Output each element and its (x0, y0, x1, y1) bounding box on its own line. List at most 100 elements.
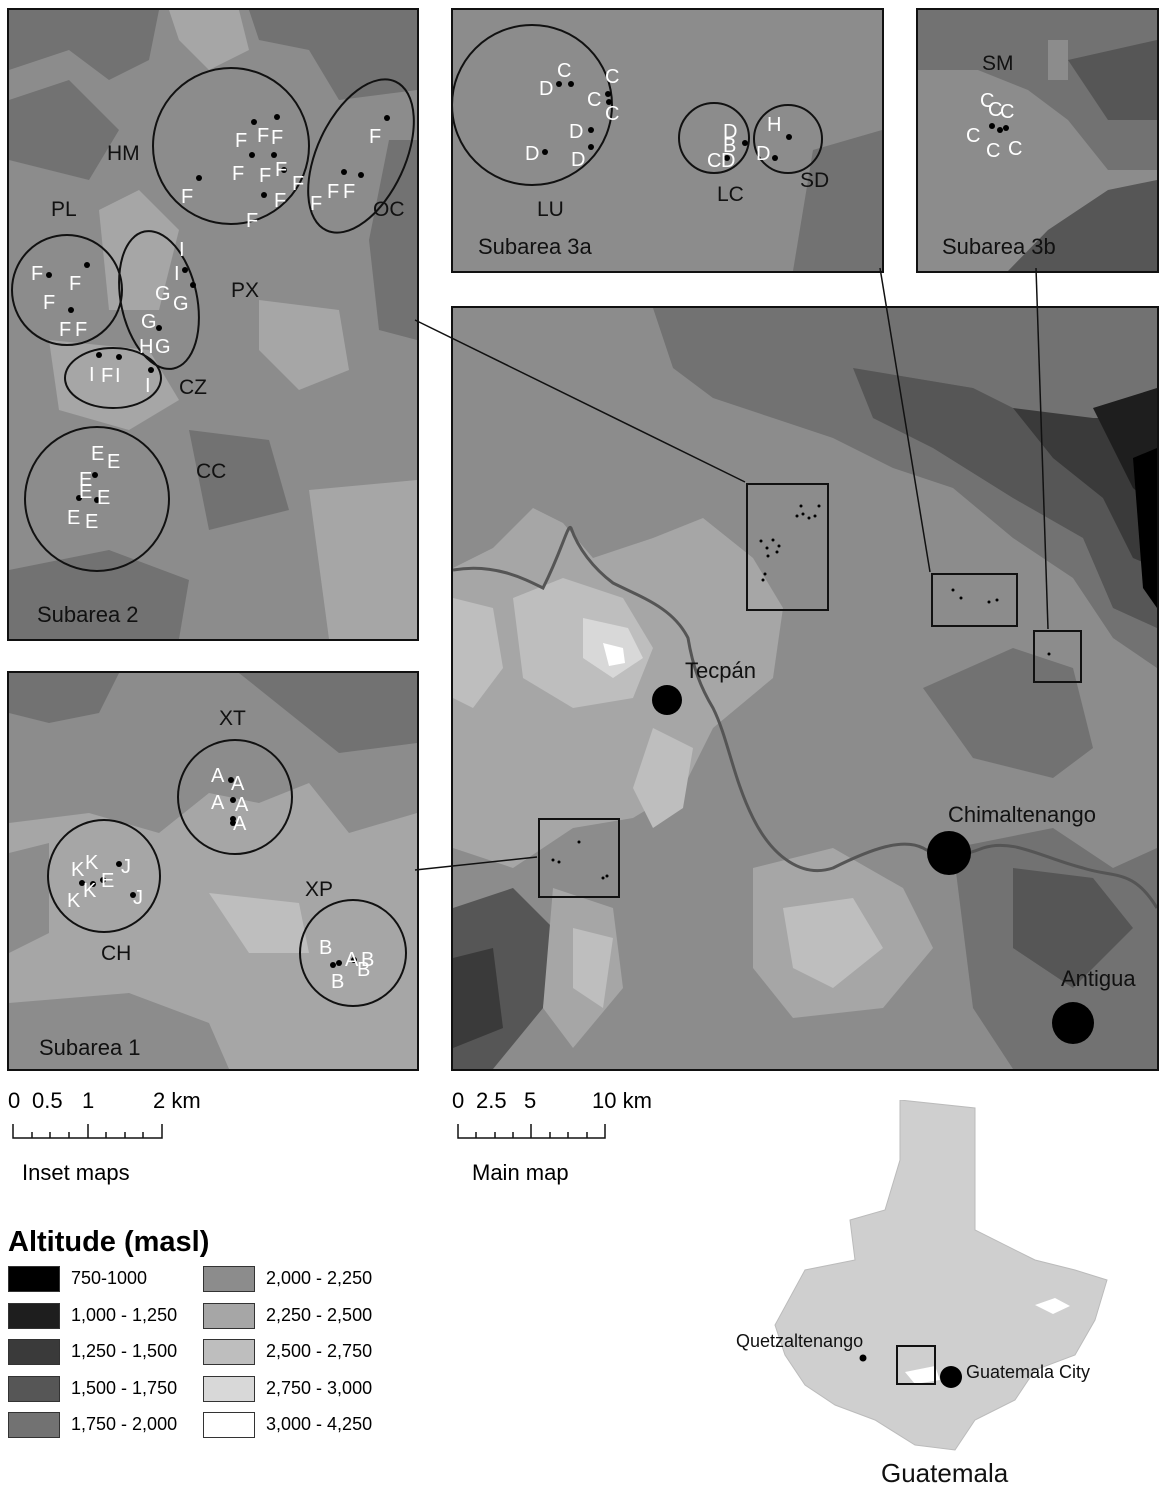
svg-text:C: C (557, 60, 571, 82)
legend-swatch (203, 1375, 255, 1402)
legend-label: 1,500 - 1,750 (71, 1377, 178, 1398)
svg-text:J: J (121, 856, 131, 878)
svg-text:D: D (539, 78, 553, 100)
guatemala-country-map (774, 1100, 1108, 1451)
inset-scale-tick-1: 1 (82, 1088, 95, 1113)
svg-text:I: I (179, 239, 185, 261)
svg-text:F: F (275, 159, 287, 181)
svg-text:F: F (246, 210, 258, 232)
main-scale-tick-0: 0 (452, 1088, 465, 1113)
svg-text:F: F (101, 365, 113, 387)
cluster-label-lu: LU (537, 198, 564, 221)
svg-text:A: A (211, 765, 225, 787)
country-name: Guatemala (881, 1458, 1009, 1488)
inset-scale-tick-0: 0 (8, 1088, 21, 1113)
legend-swatch (8, 1375, 60, 1402)
svg-text:C: C (966, 125, 980, 147)
svg-text:A: A (231, 773, 245, 795)
legend-swatch (8, 1302, 60, 1329)
svg-text:F: F (271, 127, 283, 149)
cluster-label-xt: XT (219, 707, 246, 730)
svg-text:A: A (233, 813, 247, 835)
subarea-3b-title: Subarea 3b (942, 234, 1056, 259)
svg-text:C: C (587, 89, 601, 111)
svg-text:I: I (89, 364, 95, 386)
svg-text:F: F (232, 163, 244, 185)
svg-text:F: F (43, 292, 55, 314)
svg-text:K: K (85, 852, 99, 874)
svg-text:F: F (181, 186, 193, 208)
main-scale-tick-5: 5 (524, 1088, 537, 1113)
svg-text:K: K (67, 890, 81, 912)
legend-title: Altitude (masl) (8, 1226, 210, 1258)
cluster-label-oc: OC (373, 198, 405, 221)
cluster-circle-hm (152, 67, 310, 225)
subarea-2-title: Subarea 2 (37, 602, 139, 627)
svg-text:D: D (723, 121, 737, 143)
city-dot-antigua (1052, 1002, 1094, 1044)
locator-box-subarea-3b (1033, 630, 1082, 683)
study-area-box (896, 1345, 936, 1385)
svg-text:F: F (369, 126, 381, 148)
svg-text:F: F (259, 165, 271, 187)
site-dots (46, 114, 390, 503)
svg-text:G: G (155, 283, 171, 305)
svg-text:F: F (310, 193, 322, 215)
svg-text:D: D (756, 143, 770, 165)
svg-text:D: D (569, 121, 583, 143)
cluster-circle-xp (299, 899, 407, 1007)
subarea-3a-overlay: DC C CCD DD DBC DHD LU LC SD (453, 24, 882, 271)
city-label-chimaltenango: Chimaltenango (948, 802, 1096, 827)
svg-text:A: A (345, 949, 359, 971)
cluster-circle-lc (678, 102, 750, 174)
svg-text:I: I (174, 263, 180, 285)
inset-scale-ruler (12, 1124, 163, 1139)
svg-text:B: B (357, 959, 370, 981)
cluster-label-lc: LC (717, 183, 744, 206)
svg-text:J: J (133, 887, 143, 909)
legend-label: 2,250 - 2,500 (266, 1304, 373, 1325)
cluster-label-px: PX (231, 279, 259, 302)
svg-text:E: E (79, 481, 92, 503)
svg-text:K: K (71, 859, 85, 881)
cluster-circle-ch (47, 819, 161, 933)
svg-text:C: C (605, 66, 619, 88)
svg-text:E: E (97, 487, 110, 509)
svg-text:K: K (83, 880, 97, 902)
svg-text:C: C (988, 99, 1002, 121)
city-label-tecpan: Tecpán (685, 658, 756, 683)
inset-scale-label: Inset maps (22, 1160, 130, 1185)
cluster-label-pl: PL (51, 198, 77, 221)
guatemala-city-dot (940, 1366, 962, 1388)
svg-text:B: B (361, 949, 374, 971)
legend-swatch (203, 1412, 255, 1438)
legend-swatch (203, 1339, 255, 1365)
svg-text:B: B (723, 135, 736, 157)
svg-text:D: D (525, 143, 539, 165)
legend-label: 2,750 - 3,000 (266, 1377, 373, 1398)
quetzaltenango-dot (859, 1354, 867, 1362)
legend-label: 2,000 - 2,250 (266, 1268, 373, 1288)
svg-text:A: A (211, 792, 225, 814)
cluster-circle-cc (24, 426, 170, 572)
cluster-circle-oc (307, 78, 415, 234)
svg-text:D: D (571, 149, 585, 171)
svg-text:H: H (767, 114, 781, 136)
svg-text:F: F (31, 263, 43, 285)
svg-text:F: F (59, 319, 71, 341)
inset-scale-tick-2: 2 km (153, 1088, 201, 1113)
cluster-circle-px (118, 230, 200, 370)
main-scale-tick-10: 10 km (592, 1088, 652, 1113)
cluster-circle-sd (753, 104, 823, 174)
locator-box-subarea-2 (746, 483, 829, 611)
svg-text:C: C (980, 90, 994, 112)
locator-box-subarea-1 (538, 818, 620, 898)
city-label-antigua: Antigua (1061, 966, 1136, 991)
svg-text:E: E (79, 469, 92, 491)
svg-text:F: F (292, 173, 304, 195)
svg-text:F: F (343, 181, 355, 203)
